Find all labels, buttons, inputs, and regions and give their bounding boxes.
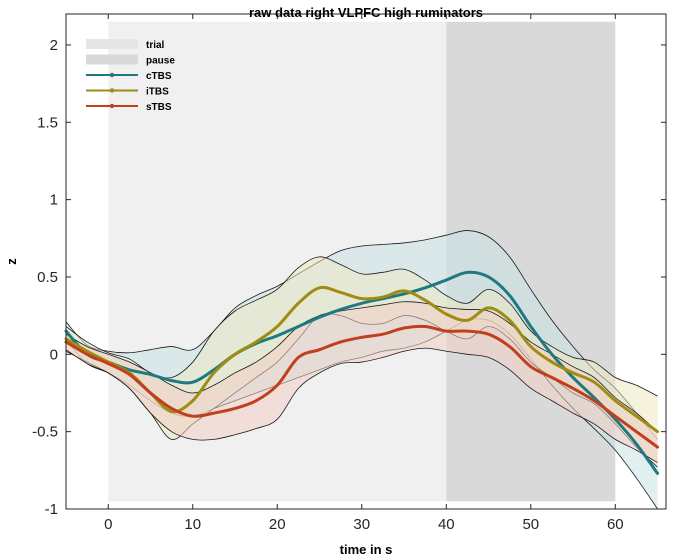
x-tick-label: 20: [269, 516, 286, 533]
x-tick-label: 0: [104, 516, 112, 533]
y-tick-label: -0.5: [32, 424, 58, 441]
y-tick-label: 1: [50, 192, 58, 209]
legend-label-pause: pause: [146, 56, 175, 67]
x-tick-label: 50: [522, 516, 539, 533]
y-tick-label: -1: [45, 501, 58, 518]
x-axis-label: time in s: [340, 542, 393, 557]
y-axis-label: z: [4, 258, 19, 265]
legend-label-trial: trial: [146, 40, 165, 51]
legend-label-cTBS: cTBS: [146, 71, 172, 82]
legend-marker-iTBS: [109, 88, 115, 93]
series-lines: [64, 270, 660, 475]
y-tick-label: 0.5: [37, 269, 58, 286]
chart-title: raw data right VLPFC high ruminators: [249, 5, 483, 20]
x-tick-label: 10: [184, 516, 201, 533]
x-tick-label: 40: [438, 516, 455, 533]
y-tick-label: 2: [50, 37, 58, 54]
axis-ticks: 0 10 20 30 40 50 60 -1 -0.5 0 0.5 1 1.5 2: [32, 14, 666, 533]
axes-box: [65, 13, 667, 510]
y-tick-label: 0: [50, 346, 58, 363]
band-sTBS: [66, 301, 658, 463]
line-sTBS: [64, 324, 660, 449]
band-cTBS: [66, 230, 658, 510]
x-tick-label: 60: [607, 516, 624, 533]
legend-marker-cTBS: [109, 72, 115, 78]
band-iTBS: [66, 256, 658, 468]
line-cTBS: [64, 270, 660, 475]
legend-label-sTBS: sTBS: [146, 102, 172, 113]
x-tick-label: 30: [353, 516, 370, 533]
legend: trial pause cTBS iTBS sTBS: [86, 39, 175, 113]
band-upper-cTBS: [65, 230, 658, 440]
legend-marker-sTBS: [109, 103, 115, 109]
legend-label-iTBS: iTBS: [146, 87, 169, 98]
legend-swatch-trial: [86, 39, 138, 49]
band-lower-sTBS: [65, 347, 658, 463]
legend-swatch-pause: [86, 54, 138, 65]
line-iTBS: [64, 285, 660, 434]
y-tick-label: 1.5: [37, 114, 58, 131]
band-upper-sTBS: [65, 301, 658, 432]
